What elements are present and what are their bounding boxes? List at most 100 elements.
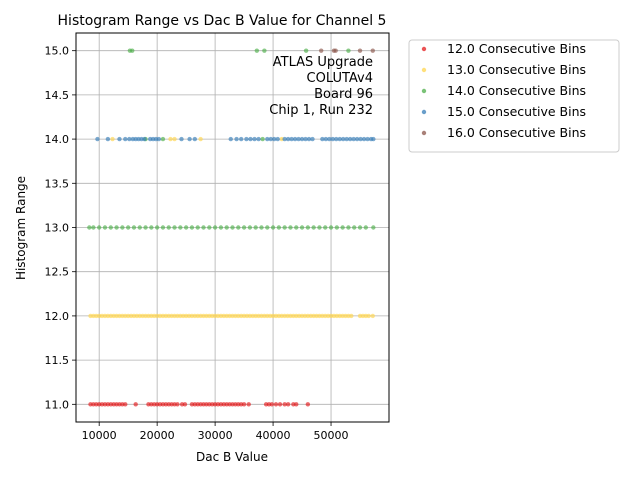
- data-point: [358, 136, 363, 142]
- data-point: [166, 225, 171, 230]
- x-tick-label: 30000: [198, 429, 233, 442]
- y-tick-label: 12.0: [45, 310, 70, 323]
- data-point: [327, 136, 332, 142]
- annotation-line-1: ATLAS Upgrade: [273, 55, 373, 70]
- data-point: [265, 136, 270, 142]
- data-point: [87, 225, 92, 230]
- data-point: [172, 225, 177, 230]
- data-point: [357, 48, 363, 53]
- data-point: [195, 225, 200, 230]
- data-point: [168, 136, 173, 142]
- x-axis-label: Dac B Value: [196, 450, 268, 464]
- legend-item: 15.0 Consecutive Bins: [421, 104, 586, 119]
- data-point: [365, 136, 370, 142]
- legend-item: 14.0 Consecutive Bins: [421, 83, 586, 98]
- legend: 12.0 Consecutive Bins 13.0 Consecutive Bi…: [408, 39, 620, 153]
- data-point: [328, 225, 334, 230]
- data-point: [182, 402, 188, 407]
- data-point: [143, 225, 148, 230]
- data-point: [346, 48, 351, 53]
- data-point: [276, 225, 282, 230]
- data-point: [272, 136, 277, 142]
- legend-items: 12.0 Consecutive Bins 13.0 Consecutive Bi…: [421, 41, 586, 140]
- data-point: [201, 225, 206, 230]
- data-point: [349, 313, 354, 319]
- data-point: [137, 225, 142, 230]
- data-point: [370, 313, 375, 319]
- data-point: [337, 136, 342, 142]
- y-tick-label: 12.5: [45, 266, 70, 279]
- data-point: [189, 225, 195, 230]
- data-point: [123, 136, 128, 142]
- data-point: [154, 225, 160, 230]
- y-tick-label: 15.0: [45, 45, 70, 58]
- data-point: [330, 136, 335, 142]
- legend-item: 16.0 Consecutive Bins: [421, 125, 586, 140]
- y-tick-label: 14.0: [45, 133, 70, 146]
- data-point: [347, 136, 353, 142]
- data-point: [179, 136, 184, 142]
- data-point: [96, 225, 102, 230]
- data-point: [207, 225, 212, 230]
- data-point: [127, 136, 132, 142]
- data-point: [230, 225, 235, 230]
- data-point: [371, 136, 376, 142]
- data-point: [160, 225, 166, 230]
- legend-box: [408, 39, 620, 153]
- data-point: [247, 225, 253, 230]
- data-point: [108, 225, 113, 230]
- data-point: [131, 225, 137, 230]
- legend-marker: [421, 109, 427, 115]
- x-axis-ticks: 10000 20000 30000 40000 50000: [82, 422, 349, 442]
- legend-label: 16.0 Consecutive Bins: [447, 125, 586, 140]
- data-point: [323, 136, 329, 142]
- series-2: [88, 136, 375, 319]
- x-tick-label: 40000: [256, 429, 291, 442]
- legend-item: 13.0 Consecutive Bins: [421, 62, 586, 77]
- data-point: [130, 48, 135, 53]
- data-point: [333, 48, 338, 53]
- data-point: [142, 136, 147, 142]
- data-point: [282, 136, 287, 142]
- data-point: [114, 225, 119, 230]
- data-point: [354, 136, 360, 142]
- data-point: [305, 402, 311, 407]
- data-point: [352, 225, 357, 230]
- data-point: [260, 136, 265, 142]
- data-point: [341, 136, 346, 142]
- legend-label: 14.0 Consecutive Bins: [447, 83, 586, 98]
- y-tick-label: 13.0: [45, 222, 70, 235]
- data-point: [285, 136, 291, 142]
- x-tick-label: 10000: [82, 429, 117, 442]
- data-point: [303, 136, 308, 142]
- chart-title: Histogram Range vs Dac B Value for Chann…: [58, 13, 387, 29]
- annotation-line-4: Chip 1, Run 232: [269, 103, 373, 118]
- data-point: [275, 136, 280, 142]
- y-axis-ticks: 11.0 11.5 12.0 12.5 13.0 13.5 14.0 14.5 15.0: [45, 45, 76, 411]
- data-point: [292, 136, 298, 142]
- data-point: [228, 136, 233, 142]
- data-point: [294, 402, 299, 407]
- data-point: [91, 225, 96, 230]
- data-point: [265, 225, 270, 230]
- data-point: [361, 136, 367, 142]
- annotation-line-3: Board 96: [314, 87, 373, 102]
- annotation-line-2: COLUTAv4: [307, 71, 373, 86]
- data-points: [87, 48, 376, 407]
- plot-area: 10000 20000 30000 40000 50000 11.0 11.5 12.0 12…: [45, 32, 390, 442]
- legend-marker: [421, 67, 427, 73]
- data-point: [248, 136, 253, 142]
- data-point: [334, 225, 340, 230]
- data-point: [288, 225, 293, 230]
- y-tick-label: 11.0: [45, 398, 70, 411]
- data-point: [241, 402, 247, 407]
- data-point: [371, 225, 376, 230]
- data-point: [120, 225, 125, 230]
- legend-label: 15.0 Consecutive Bins: [447, 104, 586, 119]
- series-4: [95, 136, 376, 142]
- y-tick-label: 13.5: [45, 177, 70, 190]
- data-point: [268, 136, 273, 142]
- data-point: [320, 136, 325, 142]
- data-point: [246, 402, 251, 407]
- data-point: [192, 136, 198, 142]
